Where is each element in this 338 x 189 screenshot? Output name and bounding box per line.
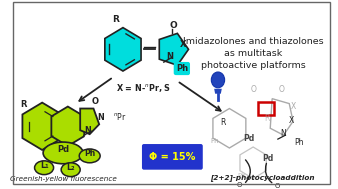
Text: O: O [169,21,177,30]
Text: Ph: Ph [294,138,304,147]
Text: N: N [84,126,91,135]
FancyBboxPatch shape [142,144,203,170]
Text: Pd: Pd [262,154,273,163]
Text: O: O [236,182,242,188]
Text: $^n$Pr: $^n$Pr [114,111,127,122]
Text: N: N [281,129,286,138]
Text: O: O [279,85,285,94]
Ellipse shape [43,142,83,164]
Text: Φ = 15%: Φ = 15% [149,152,196,162]
Text: L₂: L₂ [66,163,75,172]
Text: R: R [20,100,26,108]
Text: X: X [290,101,296,111]
Text: R: R [265,114,270,123]
Text: O: O [250,85,256,94]
Ellipse shape [79,149,100,163]
Text: Ph: Ph [84,149,95,158]
Text: Pd: Pd [57,145,69,154]
Text: O: O [274,184,280,189]
Ellipse shape [34,161,54,175]
Text: O: O [92,97,99,106]
Text: Greenish-yellow fluorescence: Greenish-yellow fluorescence [10,176,117,181]
Text: Imidazolones and thiazolones
as multitask
photoactive platforms: Imidazolones and thiazolones as multitas… [183,37,323,70]
Text: Ph: Ph [176,64,188,73]
Text: N: N [98,113,104,122]
Polygon shape [80,108,99,134]
Ellipse shape [211,72,225,88]
Text: X: X [179,40,186,49]
Ellipse shape [61,163,80,177]
Text: R: R [112,15,119,24]
Text: Ph: Ph [237,173,246,179]
Polygon shape [159,33,189,65]
Polygon shape [51,107,84,146]
Polygon shape [22,103,62,150]
Text: [2+2]-photocycloaddition: [2+2]-photocycloaddition [210,174,315,181]
Text: Ph: Ph [211,138,219,144]
Polygon shape [214,89,222,94]
Polygon shape [105,28,141,71]
Text: X: X [289,116,294,125]
Text: N: N [166,52,173,61]
Text: R: R [220,118,225,127]
Text: Pd: Pd [243,134,254,143]
Text: X = N-$^n$Pr, S: X = N-$^n$Pr, S [116,82,171,94]
Text: L₁: L₁ [40,161,48,170]
